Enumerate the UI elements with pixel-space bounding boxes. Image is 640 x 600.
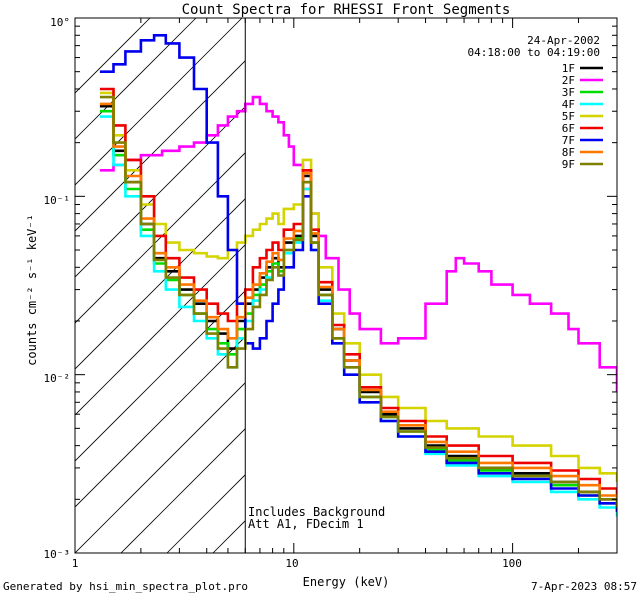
timestamp-label: 7-Apr-2023 08:57 xyxy=(531,580,637,593)
legend-label-3F: 3F xyxy=(562,86,575,99)
hatch-line xyxy=(259,18,640,553)
hatch-line xyxy=(75,336,246,508)
date-label: 24-Apr-2002 xyxy=(527,34,600,47)
hatch-line xyxy=(75,18,243,186)
series-layer xyxy=(99,34,617,517)
series-line-5F xyxy=(99,91,617,482)
series-line-1F xyxy=(99,104,617,508)
y-axis-label: counts cm⁻² s⁻¹ keV⁻¹ xyxy=(25,214,39,366)
hatch-line xyxy=(75,198,246,370)
hatch-line xyxy=(305,18,640,553)
series-line-7F xyxy=(99,34,617,512)
x-tick-label-1: 1 xyxy=(72,557,79,570)
legend-label-8F: 8F xyxy=(562,146,575,159)
legend-label-2F: 2F xyxy=(562,74,575,87)
y-tick-label-1e-1: 10⁻¹ xyxy=(44,194,71,207)
series-line-3F xyxy=(99,109,617,512)
legend-label-4F: 4F xyxy=(562,98,575,111)
generated-by-label: Generated by hsi_min_spectra_plot.pro xyxy=(3,580,249,593)
hatch-line xyxy=(75,60,246,232)
legend-label-9F: 9F xyxy=(562,158,575,171)
legend-label-6F: 6F xyxy=(562,122,575,135)
y-tick-label-1e-2: 10⁻² xyxy=(44,372,71,385)
hatch-line xyxy=(212,520,246,553)
time-range-label: 04:18:00 to 04:19:00 xyxy=(468,46,600,59)
x-tick-label-100: 100 xyxy=(502,557,522,570)
hatch-line xyxy=(75,152,246,324)
y-tick-label-1e0: 10° xyxy=(50,16,70,29)
legend-label-5F: 5F xyxy=(562,110,575,123)
y-axis-ticks xyxy=(75,17,617,554)
annotation-background: Includes Background xyxy=(248,505,385,519)
legend-label-7F: 7F xyxy=(562,134,575,147)
hatch-line xyxy=(75,382,246,553)
annotation-attenuator: Att A1, FDecim 1 xyxy=(248,517,364,531)
hatch-line xyxy=(627,18,640,553)
y-tick-label-1e-3: 10⁻³ xyxy=(44,548,71,561)
hatch-line xyxy=(120,428,246,553)
legend-label-1F: 1F xyxy=(562,62,575,75)
plot-frame xyxy=(74,17,618,554)
hatch-line xyxy=(75,244,246,416)
chart-title: Count Spectra for RHESSI Front Segments xyxy=(182,2,511,18)
x-axis-label: Energy (keV) xyxy=(303,575,390,589)
series-line-9F xyxy=(99,95,617,508)
x-tick-label-10: 10 xyxy=(285,557,298,570)
